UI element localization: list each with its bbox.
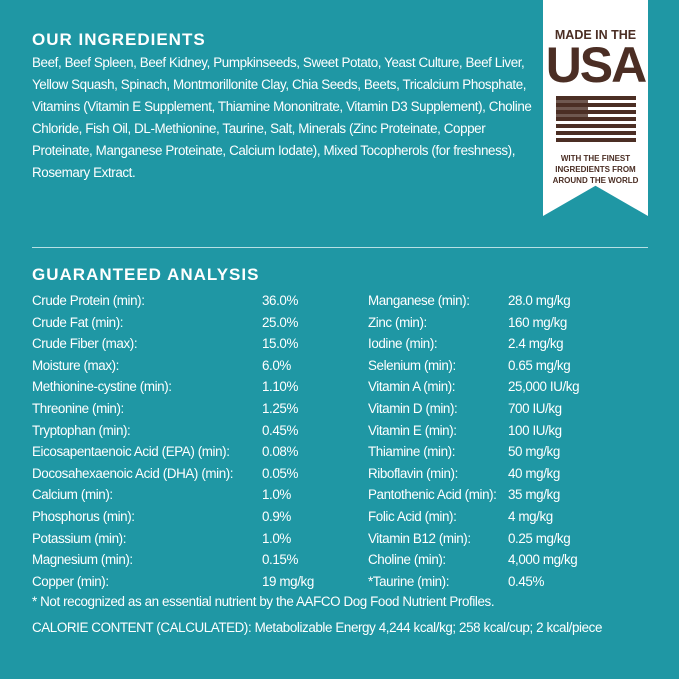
nutrient-label: Crude Fat (min): <box>32 314 124 330</box>
nutrient-value: 0.15% <box>262 552 298 568</box>
nutrient-value: 1.0% <box>262 530 291 546</box>
nutrient-value: 28.0 mg/kg <box>508 293 571 308</box>
nutrient-value: 0.65 mg/kg <box>508 357 571 373</box>
nutrient-label: Eicosapentaenoic Acid (EPA) (min): <box>32 444 230 460</box>
nutrient-value: 1.25% <box>262 401 298 416</box>
nutrient-label: Choline (min): <box>368 552 446 568</box>
badge-line1: MADE IN THE <box>554 28 637 42</box>
nutrient-label: Calcium (min): <box>32 487 113 503</box>
nutrient-label: Vitamin E (min): <box>368 422 457 438</box>
nutrient-value: 35 mg/kg <box>508 487 560 503</box>
nutrient-value: 25,000 IU/kg <box>508 379 580 395</box>
footnote: * Not recognized as an essential nutrien… <box>32 594 495 609</box>
nutrient-value: 15.0% <box>262 336 298 352</box>
nutrient-label: Methionine-cystine (min): <box>32 379 172 395</box>
nutrient-value: 50 mg/kg <box>508 444 560 460</box>
nutrient-value: 1.10% <box>262 379 298 395</box>
nutrient-value: 36.0% <box>262 293 298 308</box>
nutrient-label: Docosahexaenoic Acid (DHA) (min): <box>32 465 234 481</box>
nutrient-label: Thiamine (min): <box>368 444 456 460</box>
nutrient-value: 0.45% <box>508 573 544 589</box>
nutrient-label: Moisture (max): <box>32 357 120 373</box>
nutrient-value: 6.0% <box>262 357 291 373</box>
nutrient-label: Magnesium (min): <box>32 552 133 568</box>
nutrient-label: Pantothenic Acid (min): <box>368 487 497 503</box>
us-flag-icon <box>555 96 636 144</box>
nutrient-label: *Taurine (min): <box>368 573 450 589</box>
nutrient-value: 0.05% <box>262 465 298 481</box>
nutrient-value: 2.4 mg/kg <box>508 336 564 352</box>
nutrient-value: 1.0% <box>262 487 291 503</box>
nutrient-value: 40 mg/kg <box>508 465 560 481</box>
nutrient-value: 0.25 mg/kg <box>508 530 571 546</box>
nutrient-value: 100 IU/kg <box>508 422 562 438</box>
ingredients-title: OUR INGREDIENTS <box>32 30 206 49</box>
nutrient-value: 0.45% <box>262 422 298 438</box>
nutrient-label: Copper (min): <box>32 573 109 589</box>
nutrient-value: 4 mg/kg <box>508 509 553 524</box>
nutrient-label: Vitamin A (min): <box>368 379 456 395</box>
nutrient-label: Phosphorus (min): <box>32 509 135 524</box>
ingredients-text: Beef, Beef Spleen, Beef Kidney, Pumpkins… <box>32 55 532 180</box>
nutrient-label: Tryptophan (min): <box>32 422 131 438</box>
nutrient-label: Threonine (min): <box>32 401 124 416</box>
nutrient-value: 4,000 mg/kg <box>508 552 578 568</box>
nutrient-label: Crude Protein (min): <box>32 293 145 308</box>
nutrient-value: 700 IU/kg <box>508 401 562 416</box>
analysis-title: GUARANTEED ANALYSIS <box>32 265 260 284</box>
nutrient-label: Iodine (min): <box>368 336 438 352</box>
made-in-usa-badge: MADE IN THE USA WITH THE FINEST INGREDIE… <box>543 0 648 216</box>
nutrient-label: Potassium (min): <box>32 530 127 546</box>
nutrient-label: Vitamin B12 (min): <box>368 530 471 546</box>
divider <box>32 247 648 248</box>
calorie-content: CALORIE CONTENT (CALCULATED): Metaboliza… <box>32 620 602 635</box>
badge-line2: USA <box>545 37 648 93</box>
nutrient-label: Manganese (min): <box>368 293 470 308</box>
nutrient-value: 0.08% <box>262 444 298 460</box>
nutrient-value: 25.0% <box>262 314 298 330</box>
nutrient-label: Crude Fiber (max): <box>32 336 138 352</box>
nutrient-label: Riboflavin (min): <box>368 465 458 481</box>
nutrient-label: Selenium (min): <box>368 357 456 373</box>
nutrient-value: 160 mg/kg <box>508 314 567 330</box>
nutrient-label: Vitamin D (min): <box>368 401 458 416</box>
nutrient-value: 19 mg/kg <box>262 573 314 589</box>
nutrient-label: Folic Acid (min): <box>368 509 457 524</box>
nutrient-value: 0.9% <box>262 509 291 524</box>
badge-line3: WITH THE FINEST INGREDIENTS FROM AROUND … <box>552 154 639 185</box>
nutrient-label: Zinc (min): <box>368 314 427 330</box>
